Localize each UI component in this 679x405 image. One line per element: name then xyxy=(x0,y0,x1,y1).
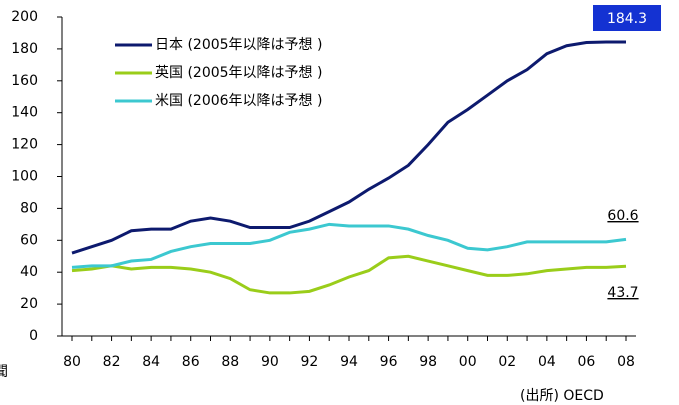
x-tick-label: 94 xyxy=(340,354,358,370)
y-tick-label: 60 xyxy=(20,232,38,248)
x-tick-label: 82 xyxy=(103,354,121,370)
y-tick-label: 0 xyxy=(29,328,38,344)
source: (出所) OECD xyxy=(520,388,604,404)
y-tick-label: 140 xyxy=(11,105,38,121)
line-series xyxy=(71,222,627,269)
legend-label: 米国 (2006年以降は予想 ) xyxy=(155,93,322,109)
x-tick-label: 96 xyxy=(380,354,398,370)
x-tick-label: 84 xyxy=(142,354,160,370)
x-tick-label: 98 xyxy=(419,354,437,370)
x-tick-label: 92 xyxy=(301,354,319,370)
value-label-box xyxy=(593,5,661,31)
y-tick-label: 160 xyxy=(11,73,38,89)
y-tick-label: 200 xyxy=(11,9,38,25)
legend-label: 日本 (2005年以降は予想 ) xyxy=(155,37,322,53)
x-tick-label: 02 xyxy=(498,354,516,370)
x-tick-label: 86 xyxy=(182,354,200,370)
value-label: 184.3 xyxy=(607,11,647,27)
x-tick-label: 04 xyxy=(538,354,556,370)
y-tick-label: 80 xyxy=(20,200,38,216)
x-tick-label: 06 xyxy=(578,354,596,370)
y-tick-label: 20 xyxy=(20,296,38,312)
x-tick-label: 80 xyxy=(63,354,81,370)
y-tick-label: 40 xyxy=(20,264,38,280)
y-tick-label: 120 xyxy=(11,137,38,153)
note: 聞 xyxy=(0,364,8,380)
line-series xyxy=(71,40,626,255)
value-label: 60.6 xyxy=(607,208,638,224)
x-tick-label: 90 xyxy=(261,354,279,370)
y-tick-label: 100 xyxy=(11,169,38,185)
y-tick-label: 180 xyxy=(11,41,38,57)
x-tick-label: 08 xyxy=(617,354,635,370)
x-tick-label: 00 xyxy=(459,354,477,370)
x-tick-label: 88 xyxy=(221,354,239,370)
legend-label: 英国 (2005年以降は予想 ) xyxy=(155,64,322,81)
value-label: 43.7 xyxy=(607,285,638,301)
line-series xyxy=(71,254,627,295)
